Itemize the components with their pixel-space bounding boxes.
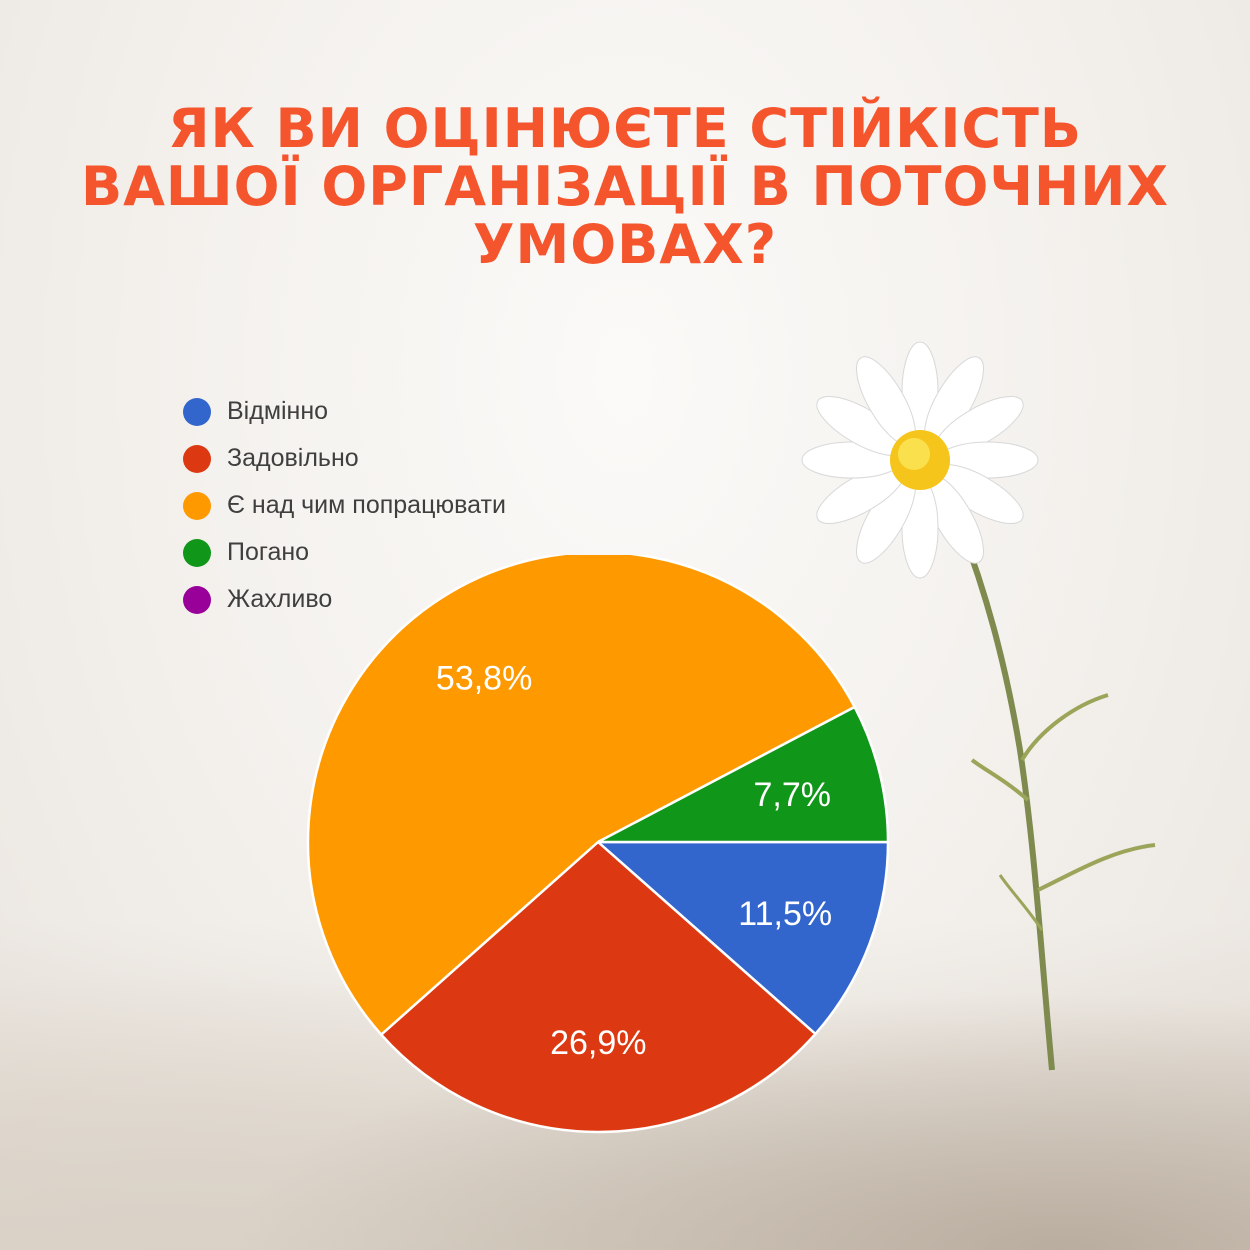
- legend-item-vidminno: Відмінно: [183, 388, 506, 435]
- legend-label: Є над чим попрацювати: [227, 491, 506, 519]
- pie-slice-label-1: 26,9%: [550, 1024, 646, 1062]
- pie-slice-1: [379, 840, 818, 1134]
- legend-item-pohano: Погано: [183, 529, 506, 576]
- pie-slice-label-0: 11,5%: [738, 895, 832, 933]
- pie-slice-label-3: 7,7%: [754, 776, 832, 814]
- legend-label: Погано: [227, 538, 310, 566]
- legend-item-zadovilno: Задовільно: [183, 435, 506, 482]
- daisy-flower-illustration: [801, 341, 1156, 1071]
- pie-chart: 11,5% 26,9% 53,8% 7,7%: [306, 555, 890, 1134]
- legend-swatch-green: [183, 538, 211, 567]
- legend-swatch-red: [183, 444, 211, 473]
- legend-swatch-blue: [183, 397, 211, 426]
- pie-slice-label-2: 53,8%: [436, 659, 532, 697]
- legend-item-ye-nad-chym: Є над чим попрацювати: [183, 482, 506, 529]
- legend-label: Задовільно: [227, 444, 359, 472]
- page-title: ЯК ВИ ОЦІНЮЄТЕ СТІЙКІСТЬ ВАШОЇ ОРГАНІЗАЦ…: [80, 97, 1170, 276]
- legend-label: Жахливо: [227, 585, 333, 613]
- pie-slice-2: [306, 555, 857, 1037]
- pie-slice-3: [597, 705, 890, 844]
- legend-label: Відмінно: [227, 397, 329, 425]
- pie-slice-0: [594, 840, 890, 1036]
- legend-swatch-purple: [183, 585, 211, 614]
- chart-legend: Відмінно Задовільно Є над чим попрацюват…: [183, 388, 506, 623]
- legend-item-zhakhlyvo: Жахливо: [183, 576, 506, 623]
- legend-swatch-orange: [183, 491, 211, 520]
